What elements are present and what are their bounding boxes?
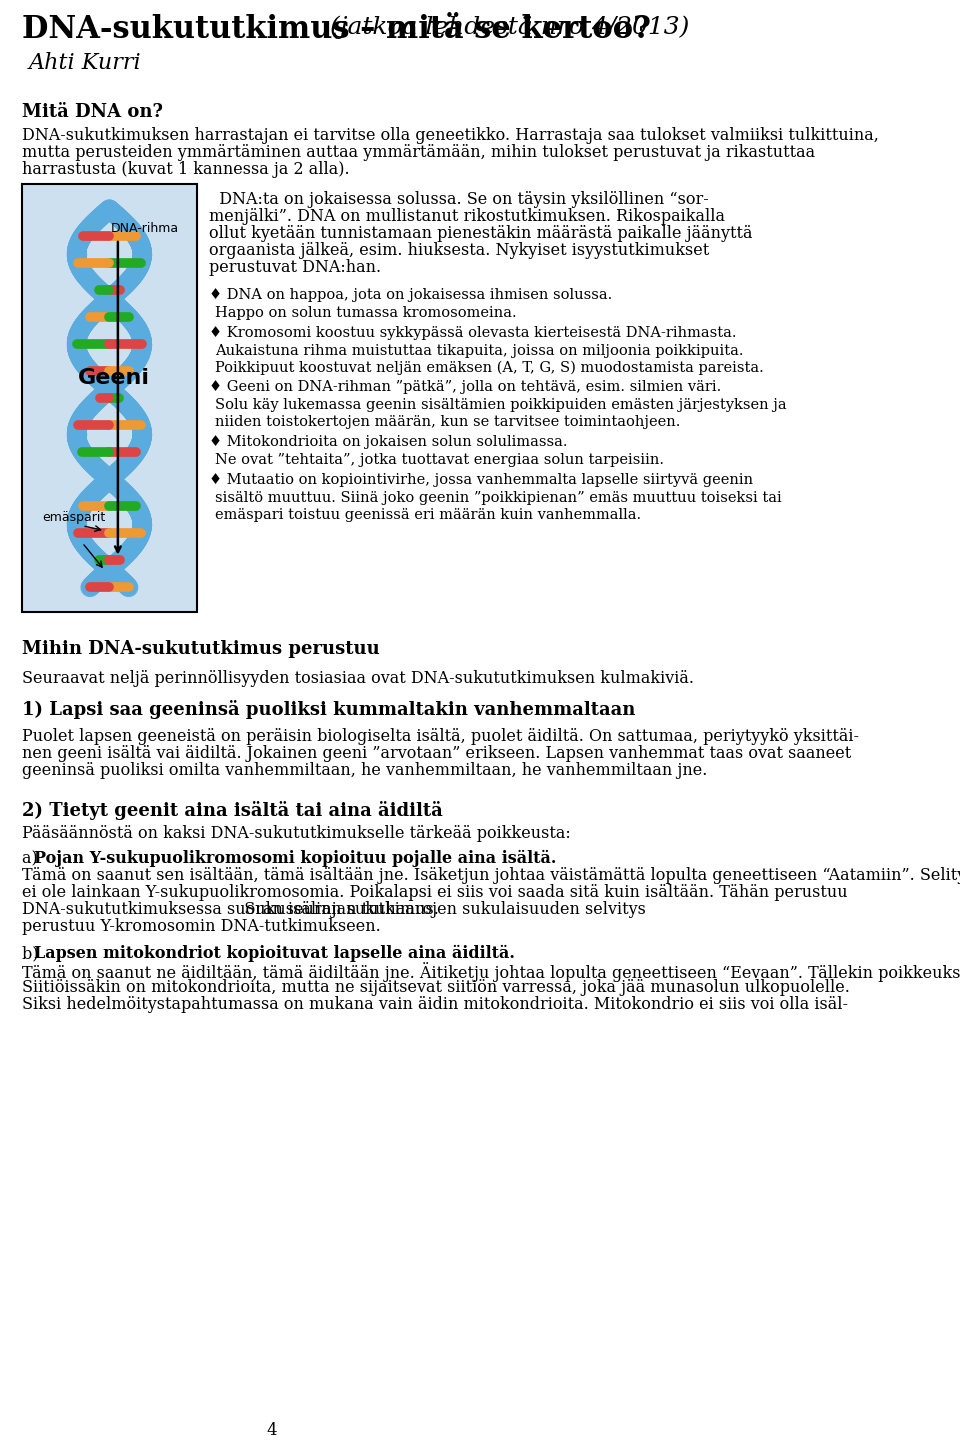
Text: DNA-sukututkimuksessa suoran isälinjan tutkimus.: DNA-sukututkimuksessa suoran isälinjan t… bbox=[21, 901, 439, 919]
Text: Poikkipuut koostuvat neljän emäksen (A, T, G, S) muodostamista pareista.: Poikkipuut koostuvat neljän emäksen (A, … bbox=[215, 360, 764, 375]
Text: emäspari toistuu geenissä eri määrän kuin vanhemmalla.: emäspari toistuu geenissä eri määrän kui… bbox=[215, 508, 641, 522]
Text: menjälki”. DNA on mullistanut rikostutkimuksen. Rikospaikalla: menjälki”. DNA on mullistanut rikostutki… bbox=[208, 208, 725, 225]
Text: Siksi hedelmöitystapahtumassa on mukana vain äidin mitokondrioita. Mitokondrio e: Siksi hedelmöitystapahtumassa on mukana … bbox=[21, 995, 848, 1012]
Text: ollut kyetään tunnistamaan pienestäkin määrästä paikalle jäänyttä: ollut kyetään tunnistamaan pienestäkin m… bbox=[208, 225, 752, 242]
Text: sisältö muuttuu. Siinä joko geenin ”poikkipienan” emäs muuttuu toiseksi tai: sisältö muuttuu. Siinä joko geenin ”poik… bbox=[215, 490, 782, 505]
Text: perustuu Y-kromosomin DNA-tutkimukseen.: perustuu Y-kromosomin DNA-tutkimukseen. bbox=[21, 919, 380, 934]
Text: Aukaistuna rihma muistuttaa tikapuita, joissa on miljoonia poikkipuita.: Aukaistuna rihma muistuttaa tikapuita, j… bbox=[215, 343, 744, 358]
Text: nen geeni isältä vai äidiltä. Jokainen geeni ”arvotaan” erikseen. Lapsen vanhemm: nen geeni isältä vai äidiltä. Jokainen g… bbox=[21, 744, 851, 761]
Text: Siitiöissäkin on mitokondrioita, mutta ne sijaitsevat siitiön varressa, joka jää: Siitiöissäkin on mitokondrioita, mutta n… bbox=[21, 979, 850, 996]
Text: Mitä DNA on?: Mitä DNA on? bbox=[21, 102, 162, 121]
Text: Seuraavat neljä perinnöllisyyden tosiasiaa ovat DNA-sukututkimuksen kulmakiviä.: Seuraavat neljä perinnöllisyyden tosiasi… bbox=[21, 671, 693, 686]
Text: niiden toistokertojen määrän, kun se tarvitsee toimintaohjeen.: niiden toistokertojen määrän, kun se tar… bbox=[215, 415, 681, 430]
Text: Tämä on saanut ne äidiltään, tämä äidiltään jne. Äitiketju johtaa lopulta geneet: Tämä on saanut ne äidiltään, tämä äidilt… bbox=[21, 962, 960, 982]
Text: Tämä on saanut sen isältään, tämä isältään jne. Isäketjun johtaa väistämättä lop: Tämä on saanut sen isältään, tämä isältä… bbox=[21, 867, 960, 884]
Text: Solu käy lukemassa geenin sisältämien poikkipuiden emästen järjestyksen ja: Solu käy lukemassa geenin sisältämien po… bbox=[215, 398, 787, 412]
Text: Ahti Kurri: Ahti Kurri bbox=[29, 52, 141, 74]
Text: ei ole lainkaan Y-sukupuolikromosomia. Poikalapsi ei siis voi saada sitä kuin is: ei ole lainkaan Y-sukupuolikromosomia. P… bbox=[21, 884, 847, 901]
Text: Happo on solun tumassa kromosomeina.: Happo on solun tumassa kromosomeina. bbox=[215, 306, 517, 320]
Text: DNA-rihma: DNA-rihma bbox=[110, 222, 179, 235]
Text: Puolet lapsen geeneistä on peräisin biologiselta isältä, puolet äidiltä. On satt: Puolet lapsen geeneistä on peräisin biol… bbox=[21, 728, 858, 746]
Text: DNA-sukututkimus – mitä se kertoo?: DNA-sukututkimus – mitä se kertoo? bbox=[21, 14, 651, 45]
Text: ♦ Geeni on DNA-rihman ”pätkä”, jolla on tehtävä, esim. silmien väri.: ♦ Geeni on DNA-rihman ”pätkä”, jolla on … bbox=[208, 381, 721, 394]
Text: DNA-sukutkimuksen harrastajan ei tarvitse olla geneetikko. Harrastaja saa tuloks: DNA-sukutkimuksen harrastajan ei tarvits… bbox=[21, 127, 878, 144]
Text: a): a) bbox=[21, 851, 42, 867]
Text: ♦ Mitokondrioita on jokaisen solun solulimassa.: ♦ Mitokondrioita on jokaisen solun solul… bbox=[208, 435, 567, 448]
Text: Pojan Y-sukupuolikromosomi kopioituu pojalle aina isältä.: Pojan Y-sukupuolikromosomi kopioituu poj… bbox=[34, 851, 557, 868]
Text: Mihin DNA-sukututkimus perustuu: Mihin DNA-sukututkimus perustuu bbox=[21, 640, 379, 658]
Text: (jatkoa lehdestä nro 4/2013): (jatkoa lehdestä nro 4/2013) bbox=[322, 16, 689, 39]
Text: ♦ DNA on happoa, jota on jokaisessa ihmisen solussa.: ♦ DNA on happoa, jota on jokaisessa ihmi… bbox=[208, 288, 612, 301]
Text: Lapsen mitokondriot kopioituvat lapselle aina äidiltä.: Lapsen mitokondriot kopioituvat lapselle… bbox=[34, 945, 515, 962]
Text: 1) Lapsi saa geeninsä puoliksi kummaltakin vanhemmaltaan: 1) Lapsi saa geeninsä puoliksi kummaltak… bbox=[21, 699, 635, 720]
Text: ♦ Kromosomi koostuu sykkyрässä olevasta kierteisestä DNA-rihmasta.: ♦ Kromosomi koostuu sykkyрässä olevasta … bbox=[208, 326, 736, 339]
FancyBboxPatch shape bbox=[21, 185, 197, 613]
Text: DNA:ta on jokaisessa solussa. Se on täysin yksilöllinen “sor-: DNA:ta on jokaisessa solussa. Se on täys… bbox=[208, 192, 708, 208]
Text: Geeni: Geeni bbox=[78, 368, 150, 388]
Text: Sukuseuran sukuhaarojen sukulaisuuden selvitys: Sukuseuran sukuhaarojen sukulaisuuden se… bbox=[234, 901, 646, 919]
Text: 4: 4 bbox=[267, 1422, 277, 1439]
Text: 2) Tietyt geenit aina isältä tai aina äidiltä: 2) Tietyt geenit aina isältä tai aina äi… bbox=[21, 800, 443, 819]
Text: mutta perusteiden ymmärtäminen auttaa ymmärtämään, mihin tulokset perustuvat ja : mutta perusteiden ymmärtäminen auttaa ym… bbox=[21, 144, 815, 162]
Text: perustuvat DNA:han.: perustuvat DNA:han. bbox=[208, 260, 381, 275]
Text: Ne ovat ”tehtaita”, jotka tuottavat energiaa solun tarpeisiin.: Ne ovat ”tehtaita”, jotka tuottavat ener… bbox=[215, 453, 664, 467]
Text: b): b) bbox=[21, 945, 43, 962]
Text: ♦ Mutaatio on kopiointivirhe, jossa vanhemmalta lapselle siirtyvä geenin: ♦ Mutaatio on kopiointivirhe, jossa vanh… bbox=[208, 473, 753, 487]
Text: harrastusta (kuvat 1 kannessa ja 2 alla).: harrastusta (kuvat 1 kannessa ja 2 alla)… bbox=[21, 162, 349, 179]
Text: Pääsäännöstä on kaksi DNA-sukututkimukselle tärkeää poikkeusta:: Pääsäännöstä on kaksi DNA-sukututkimukse… bbox=[21, 825, 570, 842]
Text: geeninsä puoliksi omilta vanhemmiltaan, he vanhemmiltaan, he vanhemmiltaan jne.: geeninsä puoliksi omilta vanhemmiltaan, … bbox=[21, 761, 707, 779]
Text: emäsparit: emäsparit bbox=[42, 510, 106, 523]
Text: orgaanista jälkeä, esim. hiuksesta. Nykyiset isyystutkimukset: orgaanista jälkeä, esim. hiuksesta. Nyky… bbox=[208, 242, 708, 260]
